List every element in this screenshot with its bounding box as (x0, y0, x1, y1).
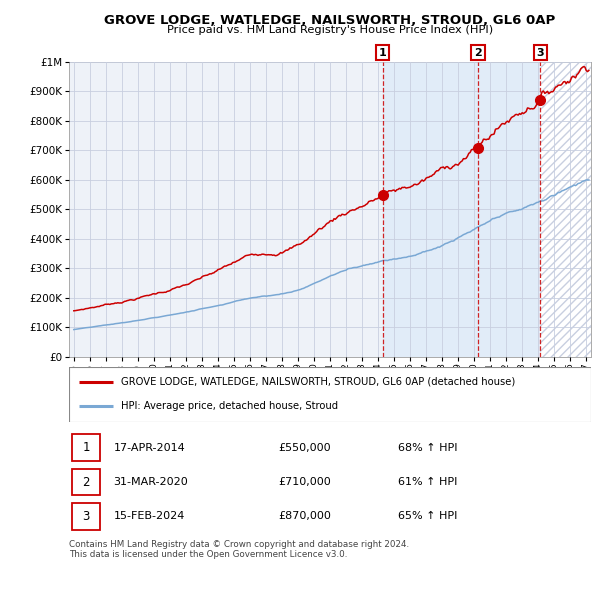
Bar (383, 62, 540, 357)
Text: 2: 2 (82, 476, 90, 489)
FancyBboxPatch shape (71, 468, 100, 496)
Text: 68% ↑ HPI: 68% ↑ HPI (398, 443, 457, 453)
Text: 1: 1 (82, 441, 90, 454)
Text: 3: 3 (82, 510, 89, 523)
Bar (540, 62, 591, 357)
Text: 31-MAR-2020: 31-MAR-2020 (113, 477, 188, 487)
Text: GROVE LODGE, WATLEDGE, NAILSWORTH, STROUD, GL6 0AP: GROVE LODGE, WATLEDGE, NAILSWORTH, STROU… (104, 14, 556, 27)
Text: Contains HM Land Registry data © Crown copyright and database right 2024.
This d: Contains HM Land Registry data © Crown c… (69, 540, 409, 559)
Text: 17-APR-2014: 17-APR-2014 (113, 443, 185, 453)
FancyBboxPatch shape (71, 434, 100, 461)
Text: 3: 3 (536, 48, 544, 58)
Text: £710,000: £710,000 (278, 477, 331, 487)
Text: HPI: Average price, detached house, Stroud: HPI: Average price, detached house, Stro… (121, 401, 338, 411)
Text: 61% ↑ HPI: 61% ↑ HPI (398, 477, 457, 487)
Text: GROVE LODGE, WATLEDGE, NAILSWORTH, STROUD, GL6 0AP (detached house): GROVE LODGE, WATLEDGE, NAILSWORTH, STROU… (121, 377, 515, 387)
Text: 65% ↑ HPI: 65% ↑ HPI (398, 512, 457, 521)
FancyBboxPatch shape (71, 503, 100, 530)
Text: 2: 2 (474, 48, 482, 58)
Text: Price paid vs. HM Land Registry's House Price Index (HPI): Price paid vs. HM Land Registry's House … (167, 25, 493, 35)
Text: 15-FEB-2024: 15-FEB-2024 (113, 512, 185, 521)
FancyBboxPatch shape (69, 367, 591, 422)
Text: £550,000: £550,000 (278, 443, 331, 453)
Bar (540, 62, 591, 357)
Text: £870,000: £870,000 (278, 512, 331, 521)
Text: 1: 1 (379, 48, 386, 58)
